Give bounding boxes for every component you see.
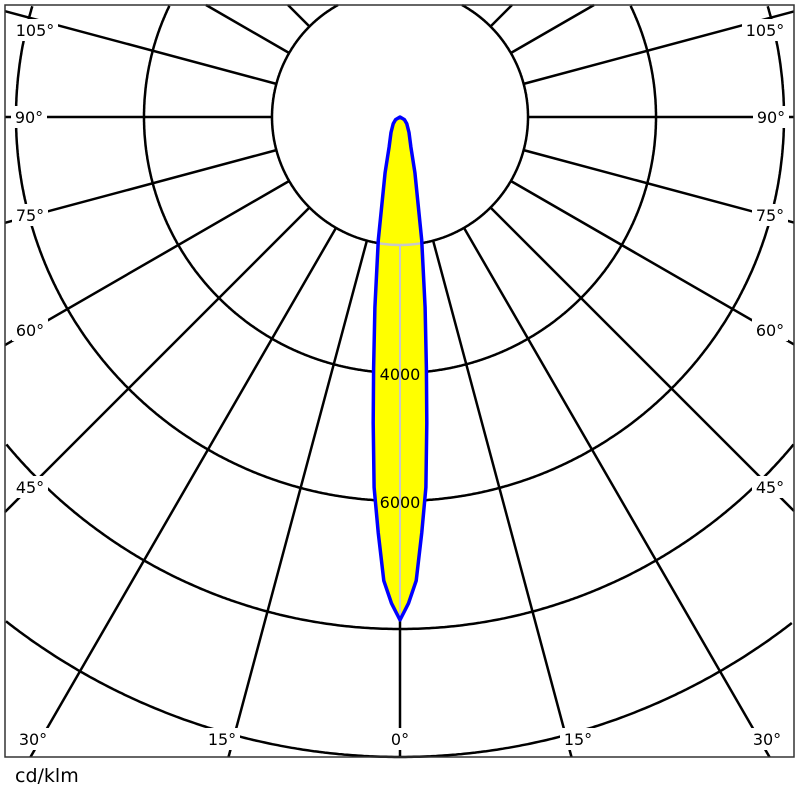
circle-gridline [5,443,400,631]
angle-label-bg [742,19,788,41]
angle-label-bg [12,319,48,341]
angle-label: 90° [757,108,785,127]
angle-label: 90° [15,108,43,127]
angle-label-bg [11,106,47,128]
intensity-curve [371,115,429,622]
angle-label: 30° [753,730,781,749]
radial-gridline [489,206,795,512]
angle-label-bg [204,728,240,750]
angle-label-bg [752,476,788,498]
radial-gridline [510,179,795,346]
radial-gridline [510,3,595,55]
circle-gridline [400,622,793,759]
circle-gridline [400,5,658,375]
angle-label-bg [560,728,596,750]
radial-gridline [4,206,311,513]
angle-label-bg [752,204,788,226]
radial-gridline [287,4,311,28]
angle-label-bg [752,319,788,341]
circle-gridline [400,5,786,503]
angle-label: 45° [16,478,44,497]
radial-gridline [431,240,573,758]
angle-label-bg [12,19,58,41]
radial-gridline [227,240,369,758]
inner-gridlines [373,117,427,620]
radial-tick-label: 4000 [380,365,421,384]
radial-gridline [462,227,771,758]
radial-tick-label: 6000 [380,493,421,512]
labels: 4000 6000 0° 15° 15° 30° 30° 45° 45° 60° 60° 75° 75°… [11,19,789,750]
angle-label-bg [12,204,48,226]
angle-label: 60° [756,321,784,340]
angle-label: 0° [391,730,409,749]
circle-gridline [400,4,530,247]
radial-gridline [489,4,513,28]
circle-gridline [14,5,400,503]
circle-gridline [270,4,400,247]
radial-gridline [523,148,795,224]
angle-label: 105° [16,21,55,40]
angle-label: 75° [756,206,784,225]
angle-label: 75° [16,206,44,225]
angle-label: 60° [16,321,44,340]
frame [4,4,795,758]
angle-label: 105° [746,21,785,40]
angle-label: 30° [19,730,47,749]
radial-gridline [4,179,290,347]
curve-layer [371,115,429,622]
angle-label-bg [749,728,785,750]
radial-gridline [29,227,338,758]
angle-label: 15° [208,730,236,749]
angle-label-bg [12,476,48,498]
angle-label-bg [15,728,51,750]
angle-label: 15° [564,730,592,749]
angle-label-bg [753,106,789,128]
circle-gridline [400,443,795,631]
unit-label: cd/klm [15,765,79,787]
circle-gridline [5,620,400,759]
radial-gridline [205,3,290,55]
inner-circle-gridline [373,117,427,247]
angle-label: 45° [756,478,784,497]
circle-gridline [142,5,400,375]
radial-gridline [4,148,277,225]
angle-label-bg [387,728,413,750]
